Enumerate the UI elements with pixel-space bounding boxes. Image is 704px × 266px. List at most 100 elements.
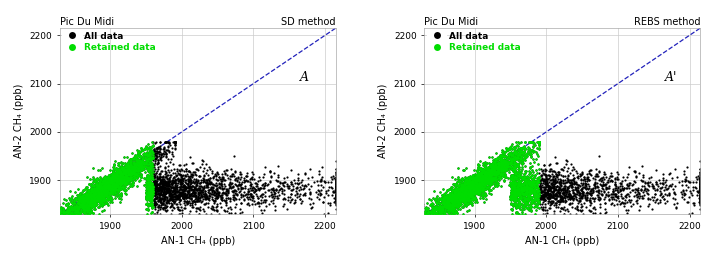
Point [236,175,247,179]
Point [98,189,109,193]
Point [169,139,180,144]
Point [141,202,152,206]
Point [135,172,146,177]
Point [505,194,516,198]
Point [96,191,107,195]
Point [187,194,199,198]
Point [482,171,494,175]
Point [145,185,156,189]
Point [190,194,201,198]
Point [85,193,96,197]
Point [88,201,99,206]
Point [505,198,517,202]
Point [495,165,506,170]
Point [193,186,204,191]
Point [465,180,477,185]
Point [113,185,125,190]
Point [534,140,545,144]
Point [291,186,302,190]
Point [444,199,455,203]
Point [171,181,182,185]
Point [114,183,125,187]
Point [122,164,133,169]
Point [534,142,545,146]
Point [510,198,521,202]
Point [474,181,485,186]
Point [140,164,151,169]
Point [56,213,67,217]
Point [453,198,465,203]
Point [450,192,461,196]
Point [47,217,58,221]
Point [448,188,460,192]
Point [106,176,117,180]
Point [486,181,497,185]
Point [532,183,543,188]
Point [489,169,500,173]
Point [130,166,141,170]
Point [484,191,495,195]
Point [47,217,58,221]
Point [144,186,156,191]
Point [116,173,127,177]
Point [246,175,258,179]
Point [128,155,139,160]
Point [151,146,163,150]
Point [102,180,113,184]
Point [123,166,134,170]
Point [426,217,437,221]
Point [542,185,553,189]
Point [451,196,463,200]
Point [520,200,532,205]
Point [73,213,84,217]
Point [523,194,534,198]
Point [105,190,116,194]
Point [485,178,496,182]
Point [474,175,486,179]
Point [188,169,199,174]
Point [89,192,100,197]
Point [541,185,552,189]
Point [100,190,111,194]
Point [557,199,568,203]
Point [586,186,598,191]
Point [68,198,80,202]
Point [90,198,101,202]
Point [451,210,463,215]
Point [466,194,477,198]
Point [113,196,125,201]
Point [115,176,127,180]
Point [470,190,481,194]
Point [146,205,158,209]
Point [55,211,66,215]
Point [144,162,155,167]
Point [200,212,211,216]
Point [503,153,514,157]
Point [480,175,491,180]
Point [412,210,423,214]
Point [446,199,458,203]
Point [454,203,465,207]
Point [107,179,118,184]
Point [87,199,98,203]
Point [85,194,96,199]
Point [508,187,520,191]
Point [446,204,458,208]
Point [139,146,150,150]
Point [459,177,470,181]
Point [494,165,505,169]
Point [555,183,567,188]
Point [470,188,482,193]
Point [259,198,270,202]
Point [120,170,131,174]
Point [94,181,105,185]
Point [156,192,167,196]
Point [475,185,486,189]
Point [695,189,704,193]
Point [631,195,643,199]
Point [543,186,555,190]
Point [161,200,172,204]
Point [491,166,502,170]
Point [527,173,538,177]
Point [472,188,484,192]
